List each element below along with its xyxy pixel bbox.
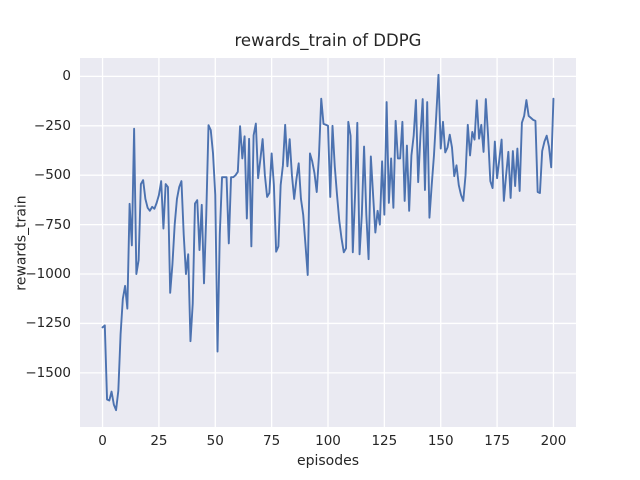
- y-tick-label: −750: [33, 216, 71, 233]
- grid-lines: [80, 58, 576, 427]
- x-tick-label: 100: [315, 433, 341, 449]
- y-tick-label: 0: [62, 68, 71, 85]
- x-tick-label: 150: [427, 433, 454, 449]
- plot-area: [80, 58, 576, 427]
- y-tick-label: −250: [33, 117, 71, 134]
- series-line-rewards_train: [101, 73, 555, 412]
- chart-title: rewards_train of DDPG: [234, 31, 422, 50]
- y-tick-label: −1500: [25, 364, 71, 381]
- y-tick-label: −500: [33, 167, 71, 184]
- y-tick-label: −1250: [25, 315, 71, 332]
- x-tick-label: 175: [484, 433, 510, 449]
- x-tick-label: 0: [98, 433, 107, 449]
- x-tick-label: 25: [150, 433, 168, 449]
- y-tick-label: −1000: [25, 266, 71, 283]
- x-tick-label: 75: [263, 433, 281, 449]
- x-tick-label: 50: [206, 433, 224, 449]
- chart-svg: [80, 58, 576, 427]
- x-tick-label: 125: [371, 433, 398, 449]
- x-tick-label: 200: [540, 433, 567, 449]
- x-axis-label: episodes: [296, 453, 360, 469]
